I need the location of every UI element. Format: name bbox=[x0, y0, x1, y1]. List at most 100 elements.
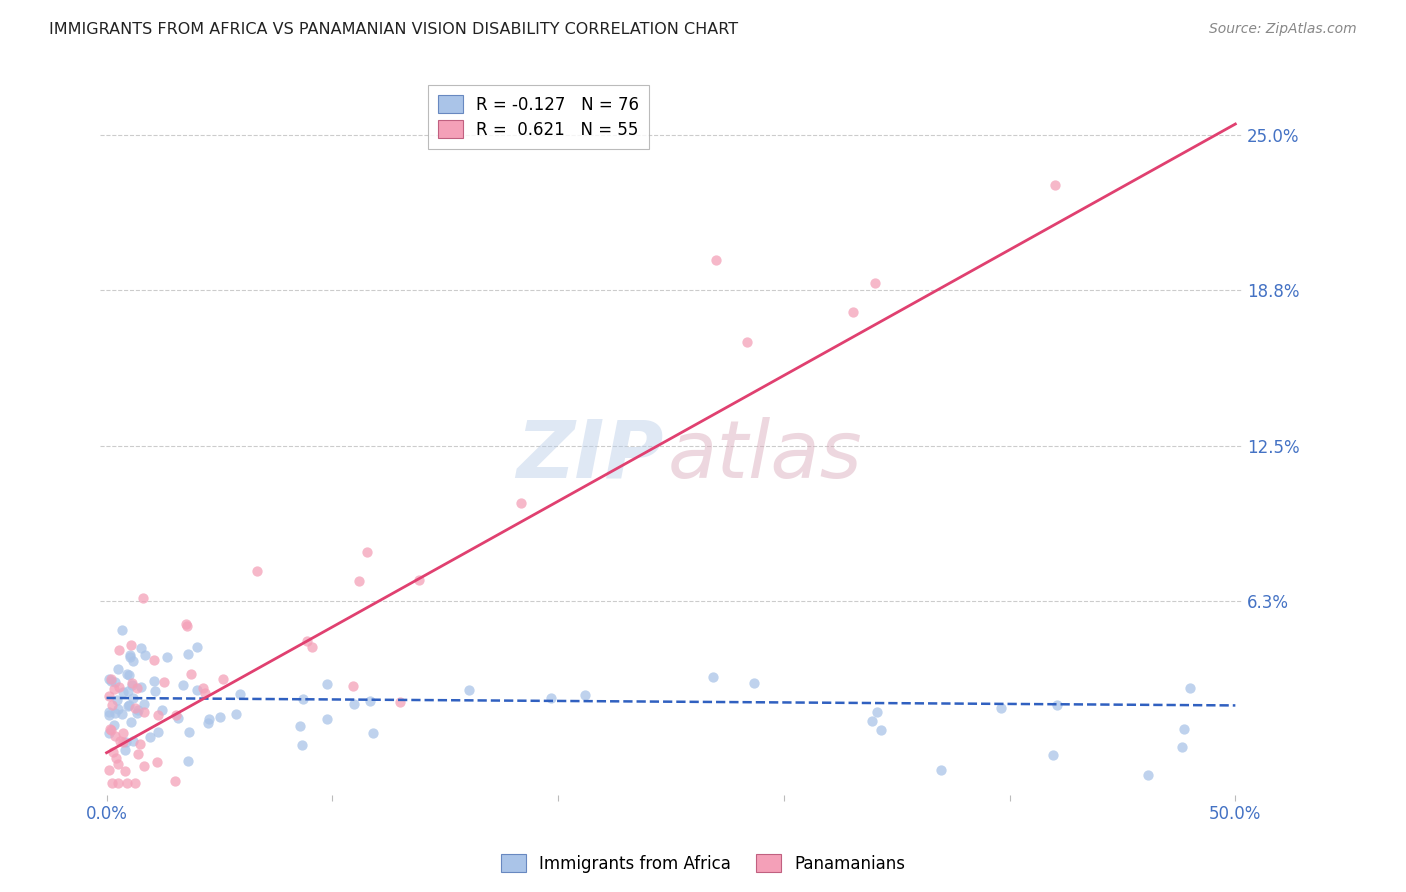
Point bbox=[117, 668, 139, 682]
Point bbox=[117, 684, 139, 698]
Point bbox=[124, 701, 146, 715]
Point bbox=[114, 743, 136, 757]
Point bbox=[146, 707, 169, 722]
Point bbox=[509, 496, 531, 510]
Point bbox=[349, 574, 371, 588]
Point bbox=[107, 702, 129, 716]
Point bbox=[129, 737, 152, 751]
Point bbox=[117, 775, 139, 789]
Point bbox=[458, 683, 481, 698]
Point bbox=[150, 703, 173, 717]
Point bbox=[111, 685, 134, 699]
Point bbox=[315, 712, 337, 726]
Point bbox=[127, 702, 149, 716]
Point bbox=[167, 711, 190, 725]
Point bbox=[105, 692, 128, 706]
Point bbox=[107, 775, 129, 789]
Point bbox=[107, 757, 129, 772]
Point bbox=[125, 681, 148, 695]
Point bbox=[117, 698, 139, 713]
Point bbox=[129, 640, 152, 655]
Point bbox=[212, 672, 235, 686]
Point bbox=[156, 650, 179, 665]
Point bbox=[990, 701, 1012, 715]
Point bbox=[1170, 740, 1192, 755]
Point bbox=[186, 640, 208, 655]
Point bbox=[865, 705, 887, 719]
Point bbox=[97, 672, 120, 686]
Point bbox=[114, 764, 136, 778]
Point bbox=[118, 698, 141, 712]
Point bbox=[191, 681, 214, 695]
Point bbox=[225, 706, 247, 721]
Point bbox=[122, 654, 145, 668]
Point bbox=[127, 747, 149, 762]
Point bbox=[291, 738, 314, 752]
Point bbox=[316, 677, 339, 691]
Point bbox=[194, 686, 217, 700]
Text: IMMIGRANTS FROM AFRICA VS PANAMANIAN VISION DISABILITY CORRELATION CHART: IMMIGRANTS FROM AFRICA VS PANAMANIAN VIS… bbox=[49, 22, 738, 37]
Point bbox=[132, 591, 155, 605]
Point bbox=[186, 683, 208, 698]
Point bbox=[108, 643, 131, 657]
Point bbox=[129, 681, 152, 695]
Point bbox=[100, 673, 122, 687]
Point bbox=[1042, 747, 1064, 762]
Point bbox=[134, 705, 156, 719]
Point bbox=[104, 729, 127, 743]
Point bbox=[101, 775, 124, 789]
Point bbox=[842, 305, 865, 319]
Point bbox=[180, 667, 202, 681]
Point bbox=[108, 734, 131, 748]
Point bbox=[574, 689, 596, 703]
Point bbox=[97, 689, 120, 703]
Point bbox=[177, 754, 200, 768]
Point bbox=[1180, 681, 1202, 695]
Point bbox=[101, 698, 124, 712]
Text: atlas: atlas bbox=[668, 417, 862, 495]
Point bbox=[115, 667, 138, 681]
Point bbox=[359, 694, 381, 708]
Point bbox=[143, 653, 166, 667]
Point bbox=[125, 706, 148, 720]
Point bbox=[101, 745, 124, 759]
Point bbox=[408, 574, 430, 588]
Point bbox=[111, 623, 134, 637]
Point bbox=[356, 545, 378, 559]
Point bbox=[142, 674, 165, 689]
Point bbox=[103, 718, 125, 732]
Point bbox=[172, 678, 194, 692]
Point bbox=[152, 674, 174, 689]
Text: ZIP: ZIP bbox=[516, 417, 664, 495]
Point bbox=[98, 705, 121, 719]
Point bbox=[98, 708, 121, 723]
Point bbox=[342, 679, 364, 693]
Point bbox=[104, 706, 127, 720]
Point bbox=[134, 648, 156, 662]
Point bbox=[132, 759, 155, 773]
Point bbox=[929, 763, 952, 777]
Point bbox=[301, 640, 323, 654]
Point bbox=[176, 619, 198, 633]
Point bbox=[120, 714, 142, 729]
Point bbox=[143, 683, 166, 698]
Point bbox=[97, 726, 120, 740]
Point bbox=[100, 674, 122, 689]
Point bbox=[103, 681, 125, 696]
Point bbox=[118, 649, 141, 664]
Point bbox=[177, 647, 200, 661]
Point bbox=[870, 723, 893, 737]
Point bbox=[198, 712, 221, 726]
Point bbox=[120, 648, 142, 662]
Point bbox=[208, 709, 231, 723]
Point bbox=[121, 678, 143, 692]
Point bbox=[121, 734, 143, 748]
Point bbox=[179, 724, 201, 739]
Point bbox=[291, 691, 314, 706]
Point bbox=[246, 564, 269, 578]
Point bbox=[121, 691, 143, 706]
Point bbox=[111, 726, 134, 740]
Point bbox=[735, 334, 758, 349]
Point bbox=[132, 697, 155, 711]
Point bbox=[120, 638, 142, 652]
